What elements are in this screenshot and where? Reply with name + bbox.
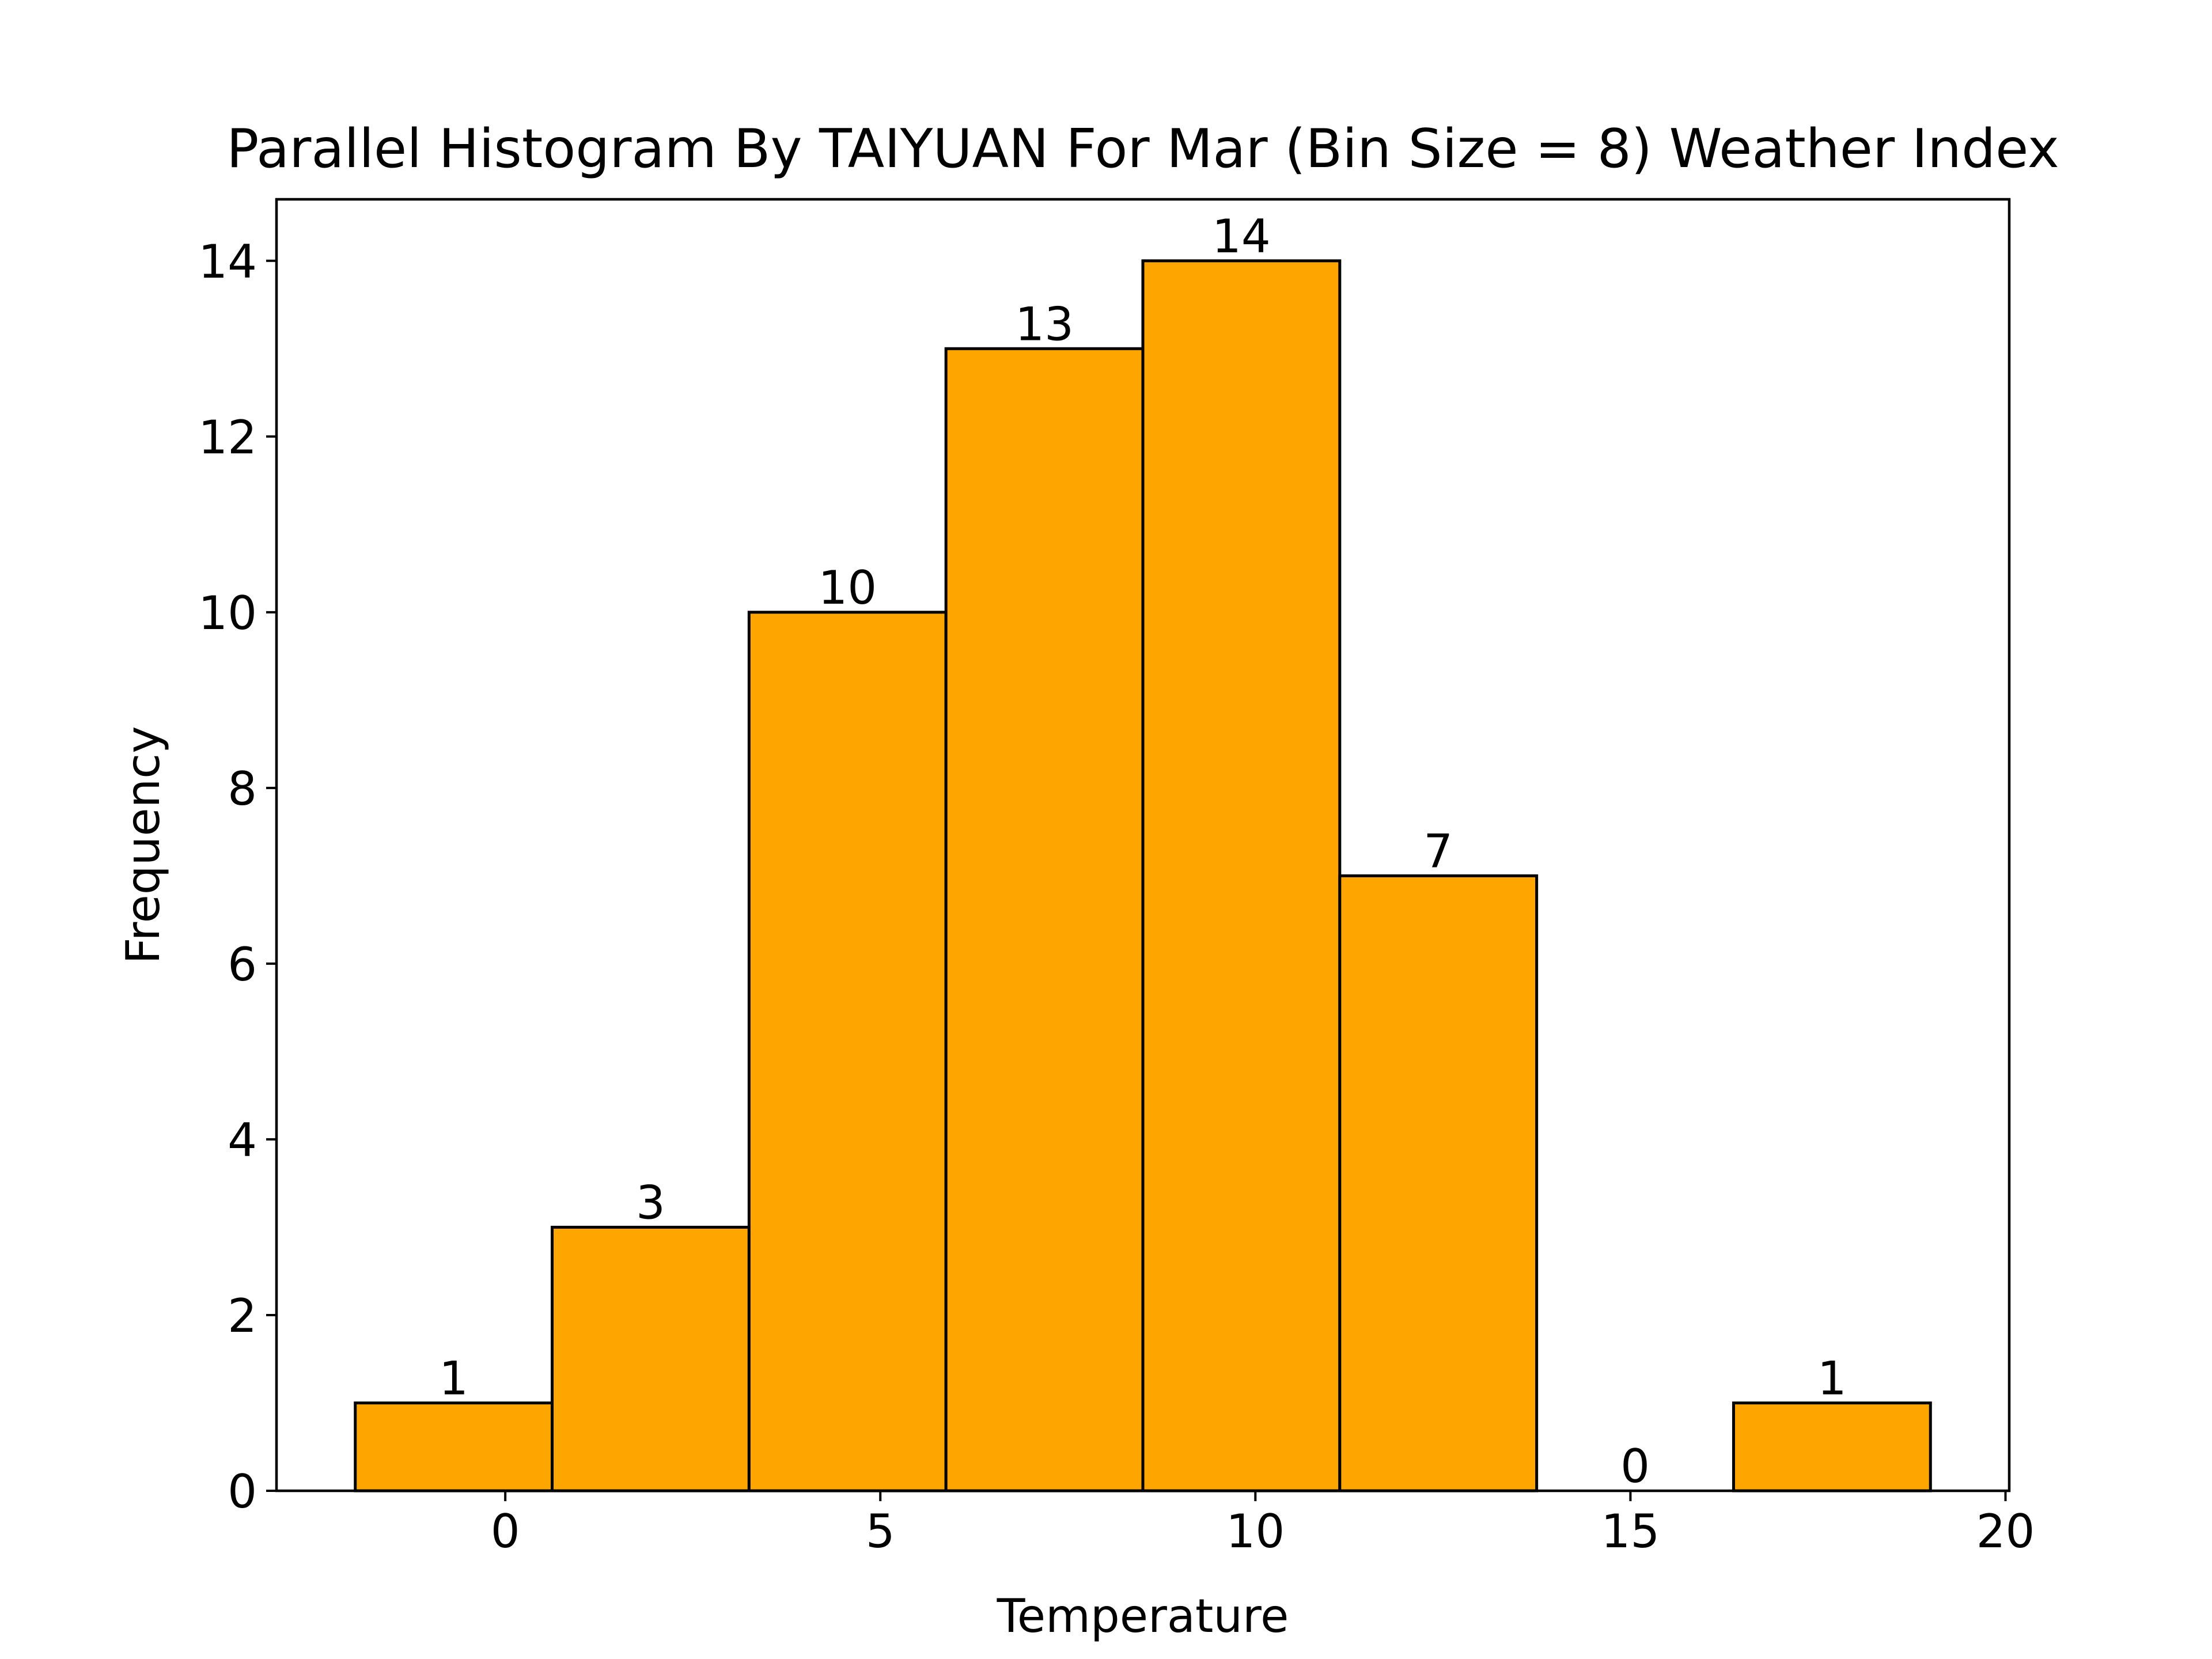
histogram-bar xyxy=(1732,1401,1932,1493)
x-tick-label: 15 xyxy=(1601,1505,1660,1558)
y-tick-label: 10 xyxy=(198,586,257,640)
bar-value-label: 3 xyxy=(636,1176,665,1229)
x-tick-label: 0 xyxy=(491,1505,520,1558)
y-tick-label: 14 xyxy=(198,235,257,289)
histogram-bar xyxy=(551,1225,751,1493)
bar-value-label: 14 xyxy=(1212,210,1271,263)
bars-layer xyxy=(354,259,1932,1493)
bar-value-label: 0 xyxy=(1620,1440,1650,1493)
y-tick-label: 0 xyxy=(228,1465,257,1518)
x-axis-label: Temperature xyxy=(997,1589,1289,1643)
histogram-bar xyxy=(1338,874,1539,1493)
x-tick-label: 20 xyxy=(1976,1505,2035,1558)
y-axis: 0 2 4 6 8 10 12 14 xyxy=(198,235,276,1518)
x-tick-label: 5 xyxy=(866,1505,895,1558)
x-tick-label: 10 xyxy=(1226,1505,1285,1558)
histogram-bar xyxy=(1141,259,1342,1493)
bar-value-label: 7 xyxy=(1423,824,1453,878)
chart-title: Parallel Histogram By TAIYUAN For Mar (B… xyxy=(226,118,2059,180)
histogram-bar xyxy=(354,1401,554,1493)
y-tick-label: 12 xyxy=(198,411,257,464)
y-axis-label: Frequency xyxy=(116,726,170,964)
bar-value-label: 1 xyxy=(439,1351,468,1405)
y-tick-label: 8 xyxy=(228,762,257,816)
y-tick-label: 4 xyxy=(228,1113,257,1167)
bar-value-label: 10 xyxy=(818,561,877,615)
bar-value-label: 1 xyxy=(1817,1351,1847,1405)
plot-frame xyxy=(275,198,2011,1493)
histogram-bar xyxy=(944,347,1145,1493)
histogram-bar xyxy=(747,611,948,1493)
bar-value-label: 13 xyxy=(1015,297,1074,351)
x-axis: 0 5 10 15 20 xyxy=(491,1491,2035,1558)
y-tick-label: 2 xyxy=(228,1289,257,1343)
y-tick-label: 6 xyxy=(228,938,257,991)
